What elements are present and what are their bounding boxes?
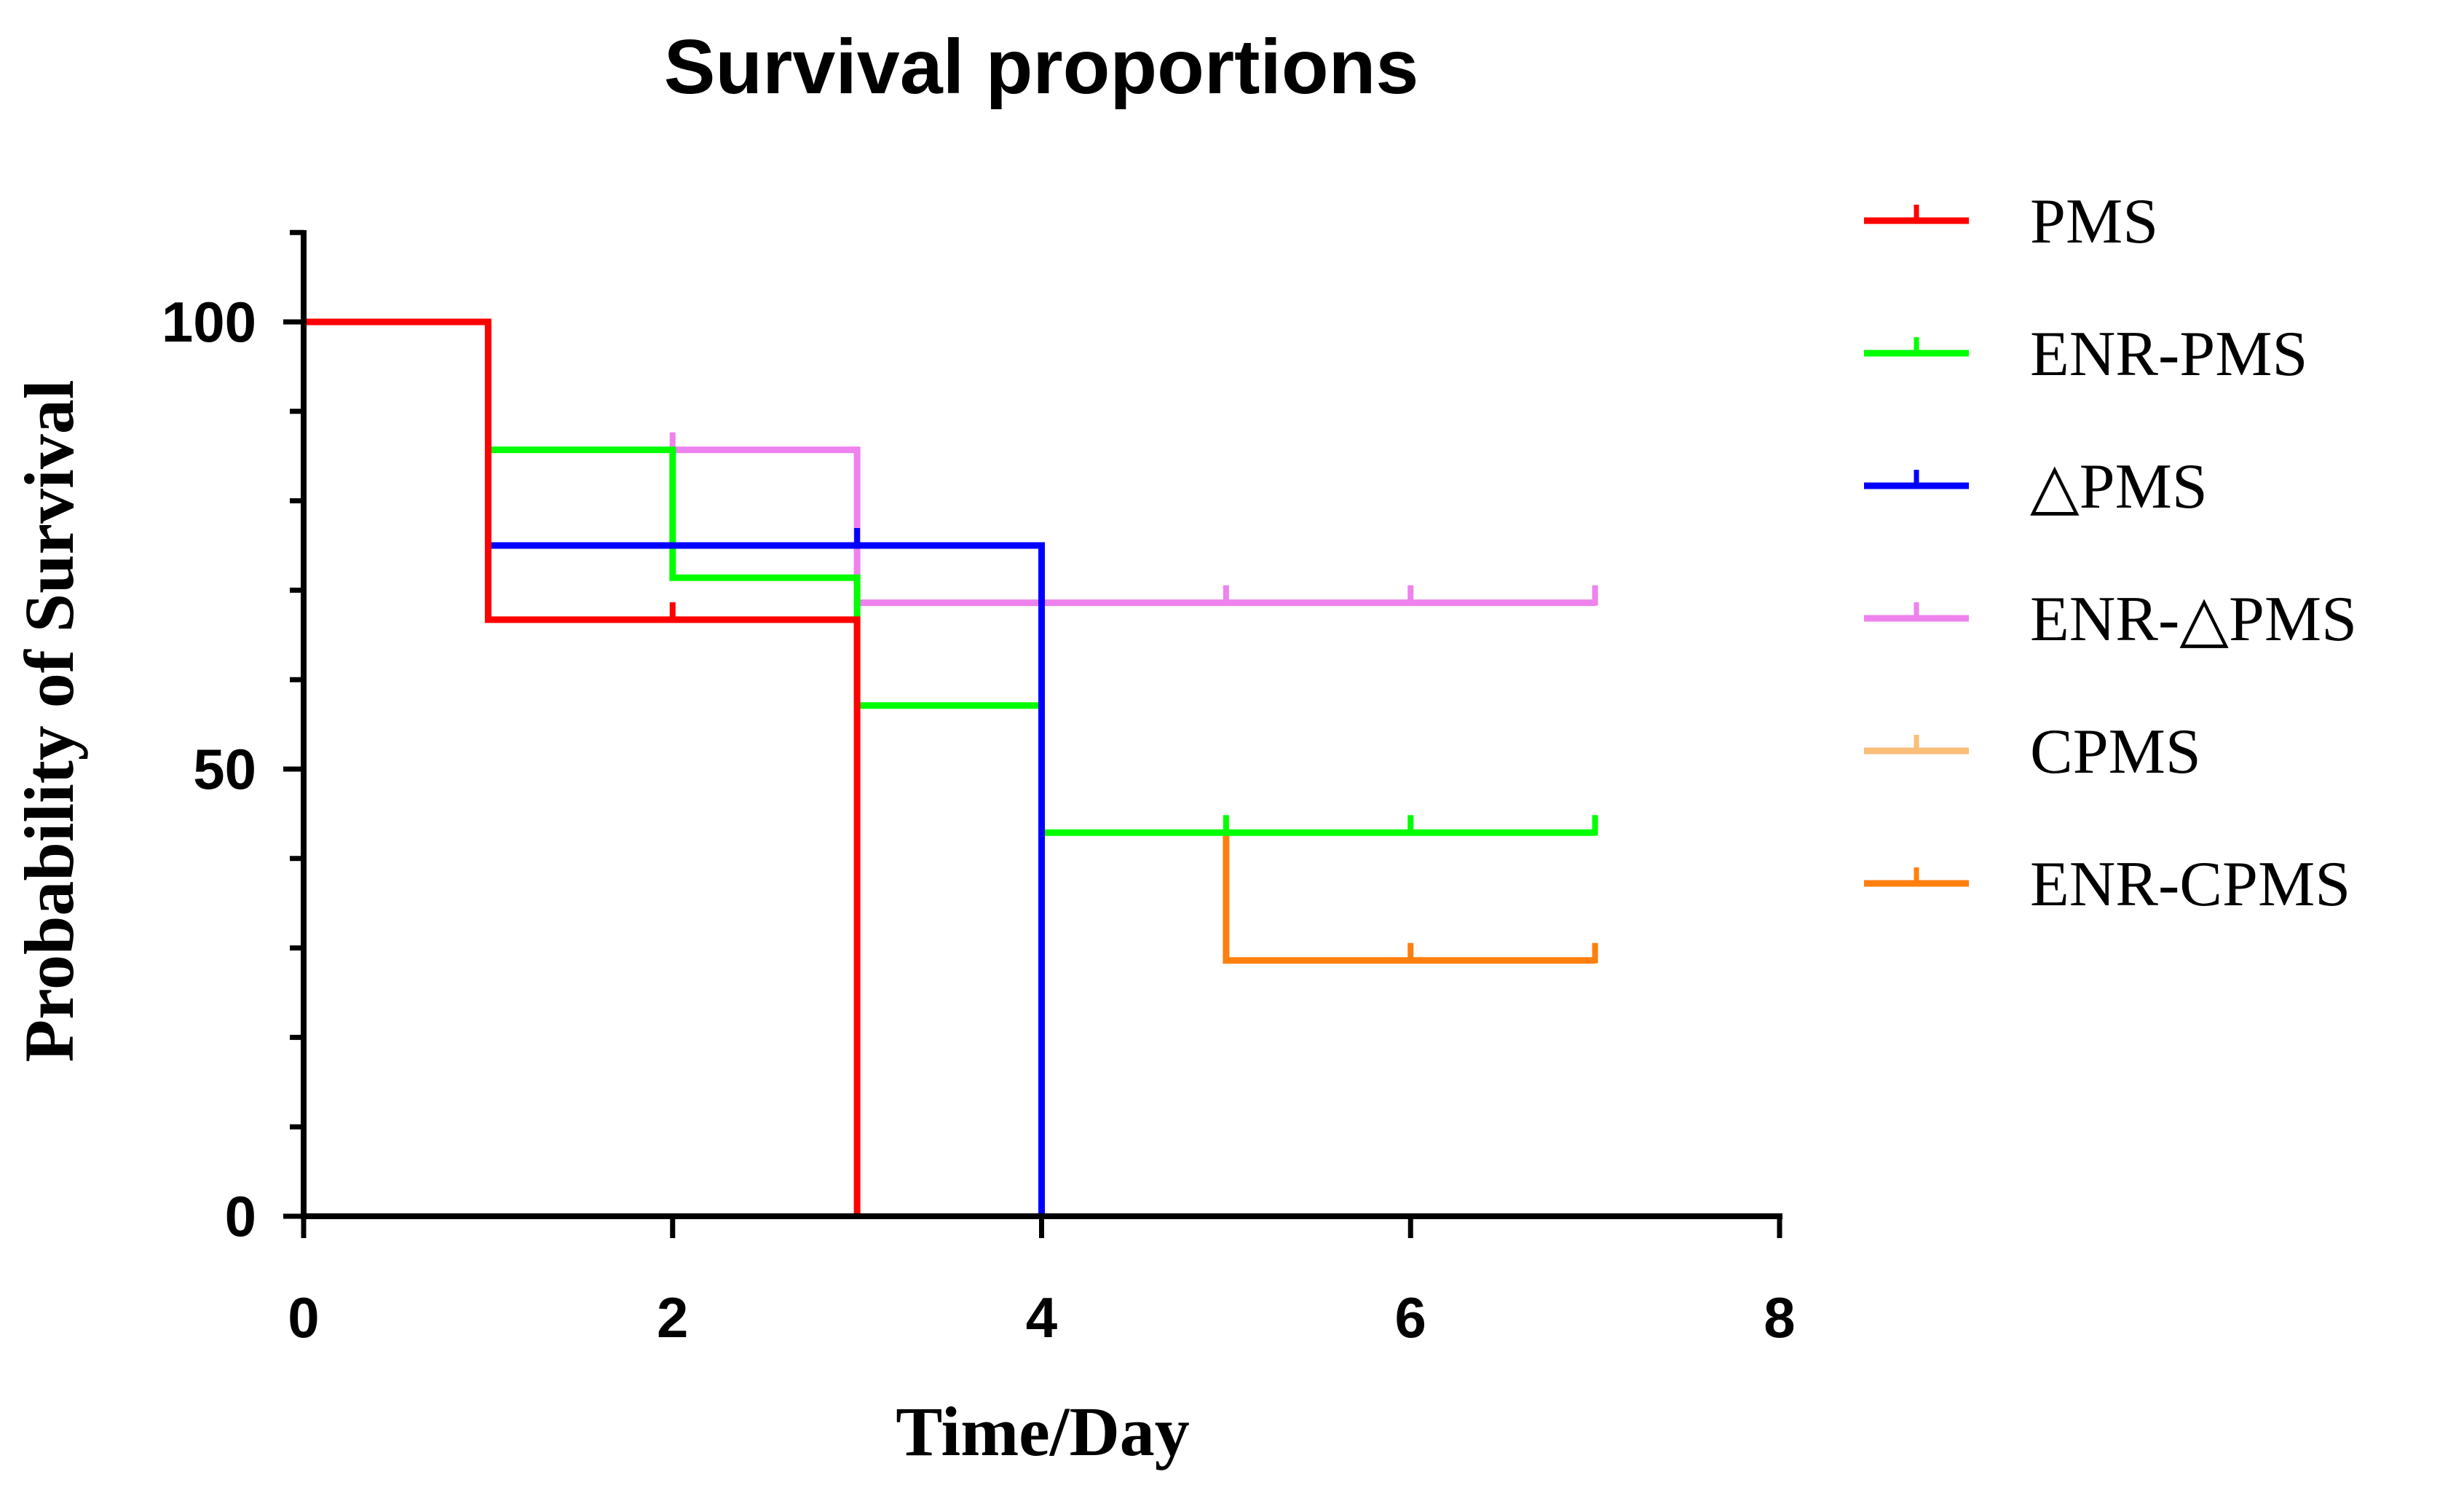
x-tick-label: 6 (1395, 1285, 1426, 1350)
y-axis-label: Probability of Survival (10, 380, 88, 1063)
series-0-line (304, 318, 861, 1216)
legend-label: ENR-PMS (2030, 319, 2307, 390)
x-axis-ticks: 0 2 4 6 8 (288, 1216, 1796, 1350)
x-tick-label: 4 (1026, 1285, 1057, 1350)
series-5-line (1223, 832, 1595, 964)
y-axis-ticks: 0 50 100 (162, 229, 304, 1248)
x-tick-label: 8 (1764, 1285, 1795, 1350)
x-tick-label: 2 (657, 1285, 688, 1350)
chart-title: Survival proportions (664, 24, 1419, 110)
legend-label: ENR-△PMS (2030, 584, 2357, 655)
legend-label: ENR-CPMS (2030, 849, 2350, 920)
legend-label: △PMS (2030, 452, 2208, 522)
x-tick-label: 0 (288, 1285, 319, 1350)
series-2-line (488, 542, 1045, 1216)
plot-area (304, 318, 1598, 1216)
legend: PMS ENR-PMS △PMS ENR-△PMS CPMS ENR-CPMS (1864, 186, 2357, 920)
legend-label: PMS (2030, 186, 2158, 257)
y-tick-label: 100 (162, 290, 256, 354)
x-axis-label: Time/Day (896, 1392, 1190, 1470)
legend-label: CPMS (2030, 717, 2201, 787)
y-tick-label: 0 (225, 1184, 256, 1248)
y-tick-label: 50 (193, 737, 256, 801)
